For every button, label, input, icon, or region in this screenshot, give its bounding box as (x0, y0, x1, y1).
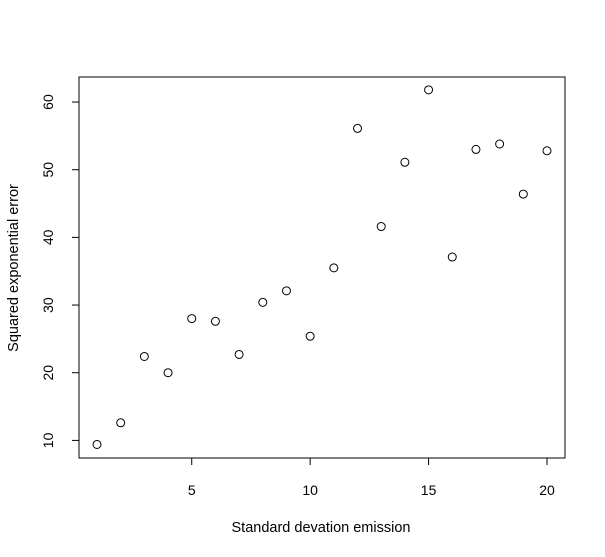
data-point (139, 351, 149, 361)
data-point (495, 139, 505, 149)
y-tick-label: 50 (40, 162, 56, 178)
data-point (234, 349, 244, 359)
x-axis-title: Standard devation emission (232, 520, 411, 536)
data-point (400, 157, 410, 167)
x-tick-label: 10 (302, 482, 318, 498)
y-axis: 10 20 30 40 50 60 (40, 94, 80, 448)
data-point (471, 144, 481, 154)
data-point (329, 263, 339, 273)
data-points (92, 85, 552, 449)
y-tick-label: 40 (40, 229, 56, 245)
data-point (258, 297, 268, 307)
data-point (163, 368, 173, 378)
plot-box (78, 76, 566, 459)
data-point (210, 316, 220, 326)
data-point (281, 286, 291, 296)
x-axis: 5 10 15 20 (188, 457, 555, 498)
y-tick-label: 10 (40, 432, 56, 448)
data-point (92, 439, 102, 449)
y-tick-label: 30 (40, 297, 56, 313)
y-axis-title: Squared exponential error (6, 184, 22, 352)
x-tick-label: 15 (421, 482, 437, 498)
data-point (376, 222, 386, 232)
data-point (542, 146, 552, 156)
data-point (518, 189, 528, 199)
x-tick-label: 5 (188, 482, 196, 498)
data-point (187, 314, 197, 324)
x-tick-label: 20 (539, 482, 555, 498)
data-point (424, 85, 434, 95)
data-point (353, 123, 363, 133)
data-point (447, 252, 457, 262)
y-tick-label: 20 (40, 365, 56, 381)
data-point (116, 418, 126, 428)
y-tick-label: 60 (40, 94, 56, 110)
data-point (305, 331, 315, 341)
